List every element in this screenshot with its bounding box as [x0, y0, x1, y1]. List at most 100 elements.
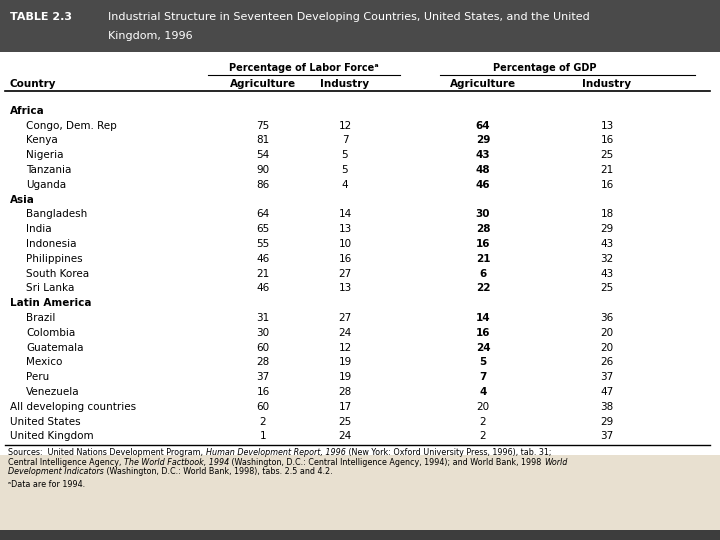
Text: Sources:: Sources:	[8, 448, 45, 457]
Text: 46: 46	[476, 180, 490, 190]
Text: 21: 21	[600, 165, 613, 175]
Text: 25: 25	[600, 150, 613, 160]
Text: 28: 28	[338, 387, 351, 397]
Text: 27: 27	[338, 313, 351, 323]
Text: 16: 16	[338, 254, 351, 264]
Text: Brazil: Brazil	[26, 313, 55, 323]
Text: 16: 16	[476, 328, 490, 338]
Text: India: India	[26, 224, 52, 234]
Text: Congo, Dem. Rep: Congo, Dem. Rep	[26, 120, 117, 131]
Text: 29: 29	[600, 416, 613, 427]
Text: 43: 43	[600, 239, 613, 249]
Text: Agriculture: Agriculture	[230, 79, 296, 89]
Text: Asia: Asia	[10, 194, 35, 205]
Text: 10: 10	[338, 239, 351, 249]
Text: 60: 60	[256, 402, 269, 412]
Text: 30: 30	[476, 210, 490, 219]
Text: 1: 1	[260, 431, 266, 441]
Text: Colombia: Colombia	[26, 328, 76, 338]
Bar	[0, 0, 720, 52]
Text: United Nations Development Program,: United Nations Development Program,	[45, 448, 206, 457]
Text: Africa: Africa	[10, 106, 45, 116]
Text: 60: 60	[256, 342, 269, 353]
Text: (New York: Oxford University Press, 1996), tab. 31;: (New York: Oxford University Press, 1996…	[346, 448, 551, 457]
Text: Philippines: Philippines	[26, 254, 83, 264]
Text: Peru: Peru	[26, 372, 49, 382]
Text: 2: 2	[480, 416, 486, 427]
Text: 22: 22	[476, 284, 490, 293]
Text: 31: 31	[256, 313, 269, 323]
Text: The World Factbook, 1994: The World Factbook, 1994	[124, 457, 229, 467]
Text: 19: 19	[338, 357, 351, 367]
Text: 21: 21	[256, 268, 269, 279]
Text: World: World	[544, 457, 567, 467]
Text: 64: 64	[256, 210, 269, 219]
Text: Central Intelligence Agency,: Central Intelligence Agency,	[8, 457, 124, 467]
Text: United States: United States	[10, 416, 81, 427]
Text: Venezuela: Venezuela	[26, 387, 80, 397]
Text: 18: 18	[600, 210, 613, 219]
Text: 19: 19	[338, 372, 351, 382]
Text: 30: 30	[256, 328, 269, 338]
Text: 2: 2	[260, 416, 266, 427]
Text: 14: 14	[476, 313, 490, 323]
Text: Nigeria: Nigeria	[26, 150, 63, 160]
Text: 55: 55	[256, 239, 269, 249]
Bar	[0, 52, 720, 455]
Text: ᵃData are for 1994.: ᵃData are for 1994.	[8, 480, 85, 489]
Text: 48: 48	[476, 165, 490, 175]
Text: 16: 16	[600, 136, 613, 145]
Text: 24: 24	[476, 342, 490, 353]
Text: 17: 17	[338, 402, 351, 412]
Text: Kingdom, 1996: Kingdom, 1996	[108, 31, 193, 41]
Text: 16: 16	[256, 387, 269, 397]
Text: 20: 20	[477, 402, 490, 412]
Text: 21: 21	[476, 254, 490, 264]
Text: Industrial Structure in Seventeen Developing Countries, United States, and the U: Industrial Structure in Seventeen Develo…	[108, 12, 590, 22]
Text: 29: 29	[600, 224, 613, 234]
Text: 32: 32	[600, 254, 613, 264]
Text: TABLE 2.3: TABLE 2.3	[10, 12, 72, 22]
Text: All developing countries: All developing countries	[10, 402, 136, 412]
Text: 20: 20	[600, 342, 613, 353]
Text: South Korea: South Korea	[26, 268, 89, 279]
Text: 4: 4	[342, 180, 348, 190]
Text: 90: 90	[256, 165, 269, 175]
Text: 43: 43	[476, 150, 490, 160]
Text: 13: 13	[600, 120, 613, 131]
Text: 5: 5	[480, 357, 487, 367]
Text: 37: 37	[600, 372, 613, 382]
Text: 20: 20	[600, 328, 613, 338]
Text: Kenya: Kenya	[26, 136, 58, 145]
Text: 12: 12	[338, 342, 351, 353]
Text: 43: 43	[600, 268, 613, 279]
Text: 25: 25	[600, 284, 613, 293]
Text: 25: 25	[338, 416, 351, 427]
Text: Uganda: Uganda	[26, 180, 66, 190]
Text: 27: 27	[338, 268, 351, 279]
Text: Guatemala: Guatemala	[26, 342, 84, 353]
Text: Mexico: Mexico	[26, 357, 63, 367]
Text: 28: 28	[476, 224, 490, 234]
Text: Tanzania: Tanzania	[26, 165, 71, 175]
Text: Development Indicators: Development Indicators	[8, 467, 104, 476]
Text: 14: 14	[338, 210, 351, 219]
Text: 24: 24	[338, 328, 351, 338]
Text: 12: 12	[338, 120, 351, 131]
Text: 28: 28	[256, 357, 269, 367]
Text: Industry: Industry	[582, 79, 631, 89]
Text: 65: 65	[256, 224, 269, 234]
Text: Human Development Report, 1996: Human Development Report, 1996	[206, 448, 346, 457]
Text: Bangladesh: Bangladesh	[26, 210, 87, 219]
Text: 64: 64	[476, 120, 490, 131]
Text: 38: 38	[600, 402, 613, 412]
Text: 7: 7	[342, 136, 348, 145]
Text: Percentage of GDP: Percentage of GDP	[493, 63, 597, 73]
Text: 37: 37	[256, 372, 269, 382]
Text: Industry: Industry	[320, 79, 369, 89]
Text: 5: 5	[342, 150, 348, 160]
Text: United Kingdom: United Kingdom	[10, 431, 94, 441]
Text: Agriculture: Agriculture	[450, 79, 516, 89]
Text: 13: 13	[338, 284, 351, 293]
Text: 81: 81	[256, 136, 269, 145]
